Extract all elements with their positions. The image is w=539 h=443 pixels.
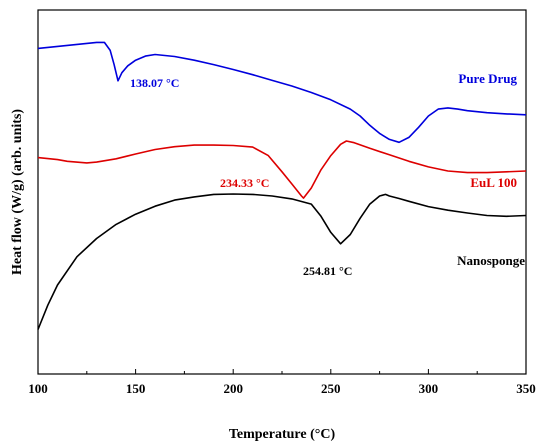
x-tick-label-200: 200 [223, 381, 243, 396]
annotation-peak-pure-drug: 138.07 °C [130, 76, 179, 90]
x-tick-label-350: 350 [516, 381, 536, 396]
x-tick-label-300: 300 [419, 381, 439, 396]
x-axis-title: Temperature (°C) [229, 427, 336, 442]
series-line-pure-drug [37, 41, 527, 144]
x-tick-label-150: 150 [126, 381, 146, 396]
series-label-nanosponge: Nanosponge [457, 253, 525, 268]
label-layer: Pure Drug EuL 100 Nanosponge 138.07 °C 2… [130, 71, 525, 278]
annotation-peak-eul-100: 234.33 °C [220, 176, 269, 190]
plot-frame [37, 9, 527, 375]
x-axis-ticks: 100 150 200 250 300 350 [28, 369, 536, 396]
x-tick-label-250: 250 [321, 381, 341, 396]
series-line-eul-100 [37, 140, 527, 199]
x-tick-label-100: 100 [28, 381, 48, 396]
series-line-nanosponge [37, 193, 527, 330]
series-label-eul-100: EuL 100 [470, 175, 517, 190]
series-label-pure-drug: Pure Drug [458, 71, 517, 86]
y-axis-title: Heat flow (W/g) (arb. units) [10, 109, 25, 275]
series-layer [37, 41, 527, 330]
annotation-peak-nanosponge: 254.81 °C [303, 264, 352, 278]
